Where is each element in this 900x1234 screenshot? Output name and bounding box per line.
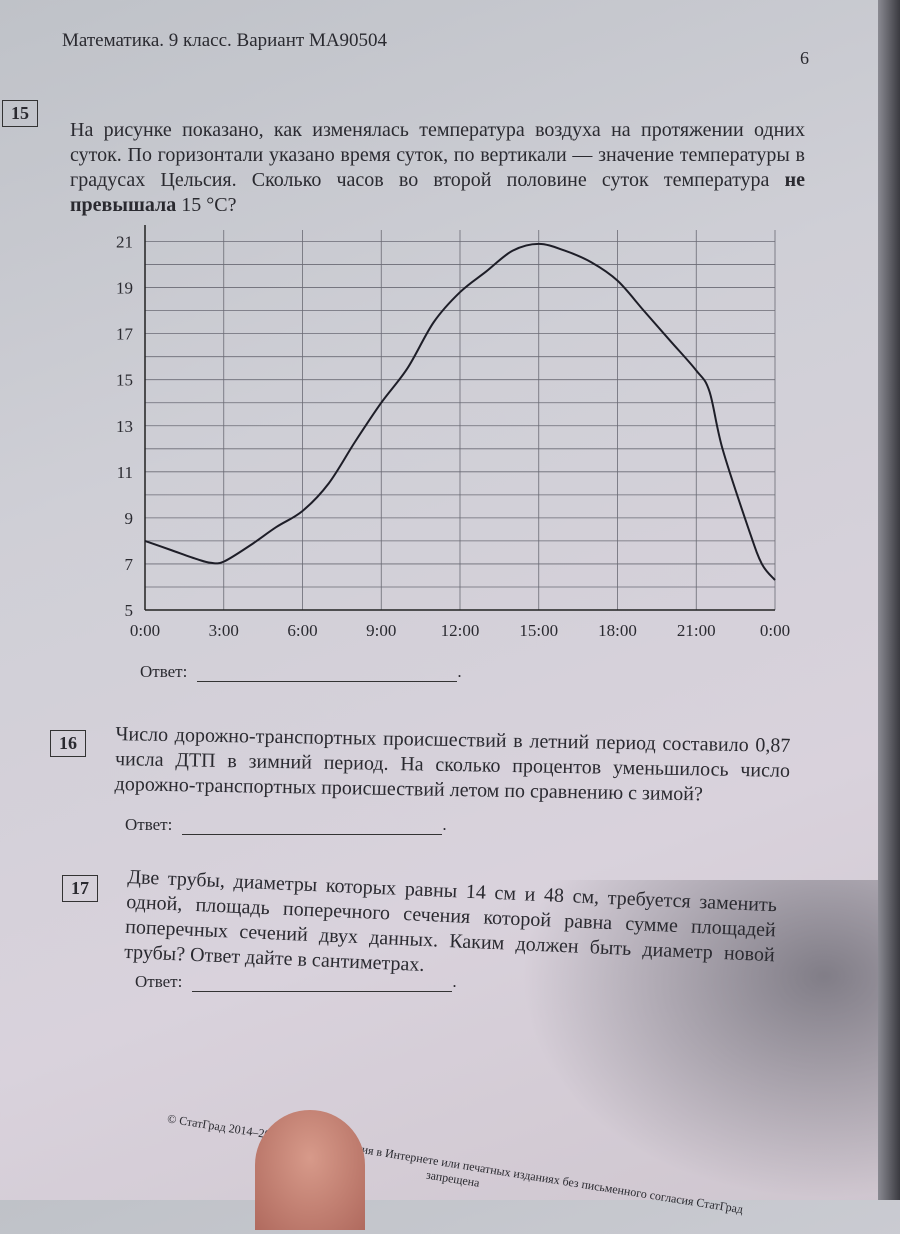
y-tick-label: 21 bbox=[116, 233, 133, 252]
page-header: Математика. 9 класс. Вариант МА90504 bbox=[62, 30, 387, 52]
answer-15-field[interactable] bbox=[197, 667, 457, 682]
y-tick-label: 13 bbox=[116, 417, 133, 436]
answer-16: Ответ:. bbox=[125, 815, 447, 835]
x-tick-label: 0:00 bbox=[760, 621, 790, 640]
finger bbox=[255, 1110, 365, 1230]
x-tick-label: 0:00 bbox=[130, 621, 160, 640]
answer-label: Ответ: bbox=[125, 815, 172, 834]
temperature-chart: 5 7 9 11 13 15 17 19 21 0:00 3:00 6:00 9:00 12:00 15:0… bbox=[60, 222, 800, 652]
y-tick-label: 17 bbox=[116, 325, 134, 344]
question-number-17: 17 bbox=[62, 875, 98, 902]
x-tick-label: 9:00 bbox=[366, 621, 396, 640]
answer-label: Ответ: bbox=[140, 662, 187, 681]
answer-15: Ответ:. bbox=[140, 662, 462, 682]
y-tick-label: 7 bbox=[125, 555, 134, 574]
question-16-text: Число дорожно-транспортных происшествий … bbox=[114, 722, 790, 809]
y-tick-label: 19 bbox=[116, 279, 133, 298]
text: На рисунке показано, как изменялась темп… bbox=[70, 119, 805, 191]
y-tick-label: 11 bbox=[117, 463, 133, 482]
question-number-16: 16 bbox=[50, 730, 86, 757]
answer-17: Ответ:. bbox=[135, 972, 457, 992]
answer-16-field[interactable] bbox=[182, 820, 442, 835]
question-15-text: На рисунке показано, как изменялась темп… bbox=[70, 118, 805, 218]
text: 15 °C? bbox=[176, 194, 236, 216]
y-tick-label: 5 bbox=[125, 601, 134, 620]
answer-label: Ответ: bbox=[135, 972, 182, 991]
y-tick-label: 9 bbox=[125, 509, 134, 528]
question-number-15: 15 bbox=[2, 100, 38, 127]
y-tick-label: 15 bbox=[116, 371, 133, 390]
page-edge bbox=[878, 0, 900, 1200]
x-tick-label: 18:00 bbox=[598, 621, 637, 640]
answer-17-field[interactable] bbox=[192, 977, 452, 992]
x-tick-label: 21:00 bbox=[677, 621, 716, 640]
x-tick-label: 3:00 bbox=[209, 621, 239, 640]
page-number: 6 bbox=[800, 48, 809, 69]
x-tick-label: 12:00 bbox=[441, 621, 480, 640]
x-tick-label: 15:00 bbox=[519, 621, 558, 640]
x-tick-label: 6:00 bbox=[287, 621, 317, 640]
